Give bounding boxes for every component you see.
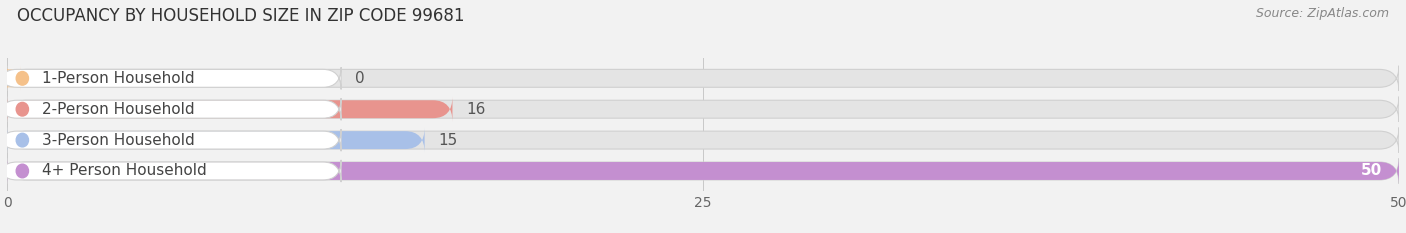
Text: 3-Person Household: 3-Person Household bbox=[42, 133, 194, 147]
Text: 4+ Person Household: 4+ Person Household bbox=[42, 164, 207, 178]
Text: 0: 0 bbox=[354, 71, 364, 86]
Text: 2-Person Household: 2-Person Household bbox=[42, 102, 194, 117]
Circle shape bbox=[17, 133, 28, 147]
FancyBboxPatch shape bbox=[7, 66, 1399, 91]
Text: Source: ZipAtlas.com: Source: ZipAtlas.com bbox=[1256, 7, 1389, 20]
FancyBboxPatch shape bbox=[0, 98, 342, 120]
FancyBboxPatch shape bbox=[7, 96, 1399, 122]
FancyBboxPatch shape bbox=[7, 158, 1399, 184]
FancyBboxPatch shape bbox=[0, 160, 342, 182]
FancyBboxPatch shape bbox=[7, 127, 425, 153]
FancyBboxPatch shape bbox=[1, 66, 27, 91]
Text: 16: 16 bbox=[467, 102, 485, 117]
Text: 15: 15 bbox=[439, 133, 458, 147]
FancyBboxPatch shape bbox=[0, 67, 342, 89]
FancyBboxPatch shape bbox=[7, 96, 453, 122]
Text: 1-Person Household: 1-Person Household bbox=[42, 71, 194, 86]
FancyBboxPatch shape bbox=[7, 158, 1399, 184]
FancyBboxPatch shape bbox=[7, 127, 1399, 153]
FancyBboxPatch shape bbox=[0, 129, 342, 151]
Text: 50: 50 bbox=[1361, 164, 1382, 178]
Circle shape bbox=[17, 103, 28, 116]
Text: OCCUPANCY BY HOUSEHOLD SIZE IN ZIP CODE 99681: OCCUPANCY BY HOUSEHOLD SIZE IN ZIP CODE … bbox=[17, 7, 464, 25]
Circle shape bbox=[17, 164, 28, 178]
Circle shape bbox=[17, 72, 28, 85]
